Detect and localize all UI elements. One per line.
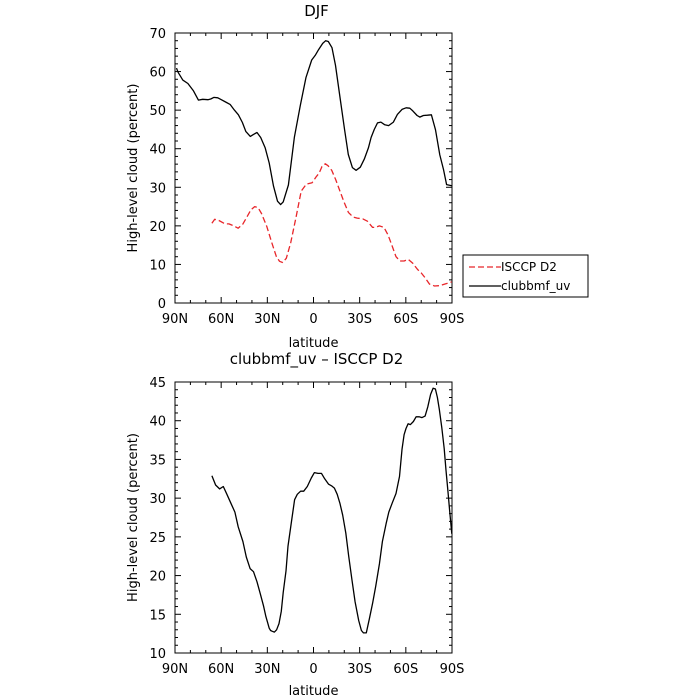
x-axis-label: latitude xyxy=(289,684,339,699)
chart-title: DJF xyxy=(304,2,329,20)
y-tick-label: 20 xyxy=(149,220,166,235)
y-tick-label: 30 xyxy=(149,181,166,196)
y-tick-label: 45 xyxy=(149,376,166,391)
series-line-difference xyxy=(211,387,453,634)
y-axis-label: High-level cloud (percent) xyxy=(126,84,141,253)
series-line-clubbmf-uv xyxy=(175,40,452,206)
y-tick-label: 25 xyxy=(149,531,166,546)
chart-djf: 90N 60N 30N 0 30S 60S 90S 0 10 20 30 40 50 60 70 DJF lat… xyxy=(126,2,589,351)
x-tick-label: 60N xyxy=(208,662,234,677)
x-tick-label: 90N xyxy=(162,312,188,327)
x-tick-label: 30N xyxy=(254,312,280,327)
x-tick-label: 30S xyxy=(347,312,372,327)
y-tick-label: 10 xyxy=(149,647,166,662)
series-line-isccp-d2 xyxy=(211,163,453,287)
chart-difference: 90N 60N 30N 0 30S 60S 90S 10 15 20 25 30 35 40 45 clubb… xyxy=(126,350,464,699)
x-tick-label: 30S xyxy=(347,662,372,677)
plot-frame xyxy=(174,381,453,654)
y-axis-label: High-level cloud (percent) xyxy=(126,433,141,602)
legend: ISCCP D2 clubbmf_uv xyxy=(462,254,589,298)
legend-box xyxy=(462,254,589,298)
y-tick-label: 35 xyxy=(149,453,166,468)
x-tick-label: 60S xyxy=(393,312,418,327)
y-tick-label: 15 xyxy=(149,608,166,623)
y-tick-label: 20 xyxy=(149,570,166,585)
y-tick-label: 40 xyxy=(149,415,166,430)
legend-label: ISCCP D2 xyxy=(501,260,557,274)
x-tick-label: 90S xyxy=(440,662,465,677)
x-tick-label: 90S xyxy=(440,312,465,327)
x-tick-label: 90N xyxy=(162,662,188,677)
y-tick-label: 60 xyxy=(149,66,166,81)
y-tick-label: 40 xyxy=(149,143,166,158)
x-tick-label: 0 xyxy=(309,312,317,327)
y-tick-label: 10 xyxy=(149,258,166,273)
y-tick-label: 0 xyxy=(158,297,166,312)
x-axis-label: latitude xyxy=(289,336,339,351)
y-tick-label: 30 xyxy=(149,492,166,507)
x-tick-label: 30N xyxy=(254,662,280,677)
x-tick-label: 60N xyxy=(208,312,234,327)
chart-title: clubbmf_uv – ISCCP D2 xyxy=(230,350,404,369)
x-tick-label: 60S xyxy=(393,662,418,677)
y-tick-label: 70 xyxy=(149,27,166,42)
y-tick-label: 50 xyxy=(149,104,166,119)
plot-frame xyxy=(174,32,453,304)
legend-label: clubbmf_uv xyxy=(501,279,570,293)
x-tick-label: 0 xyxy=(309,662,317,677)
